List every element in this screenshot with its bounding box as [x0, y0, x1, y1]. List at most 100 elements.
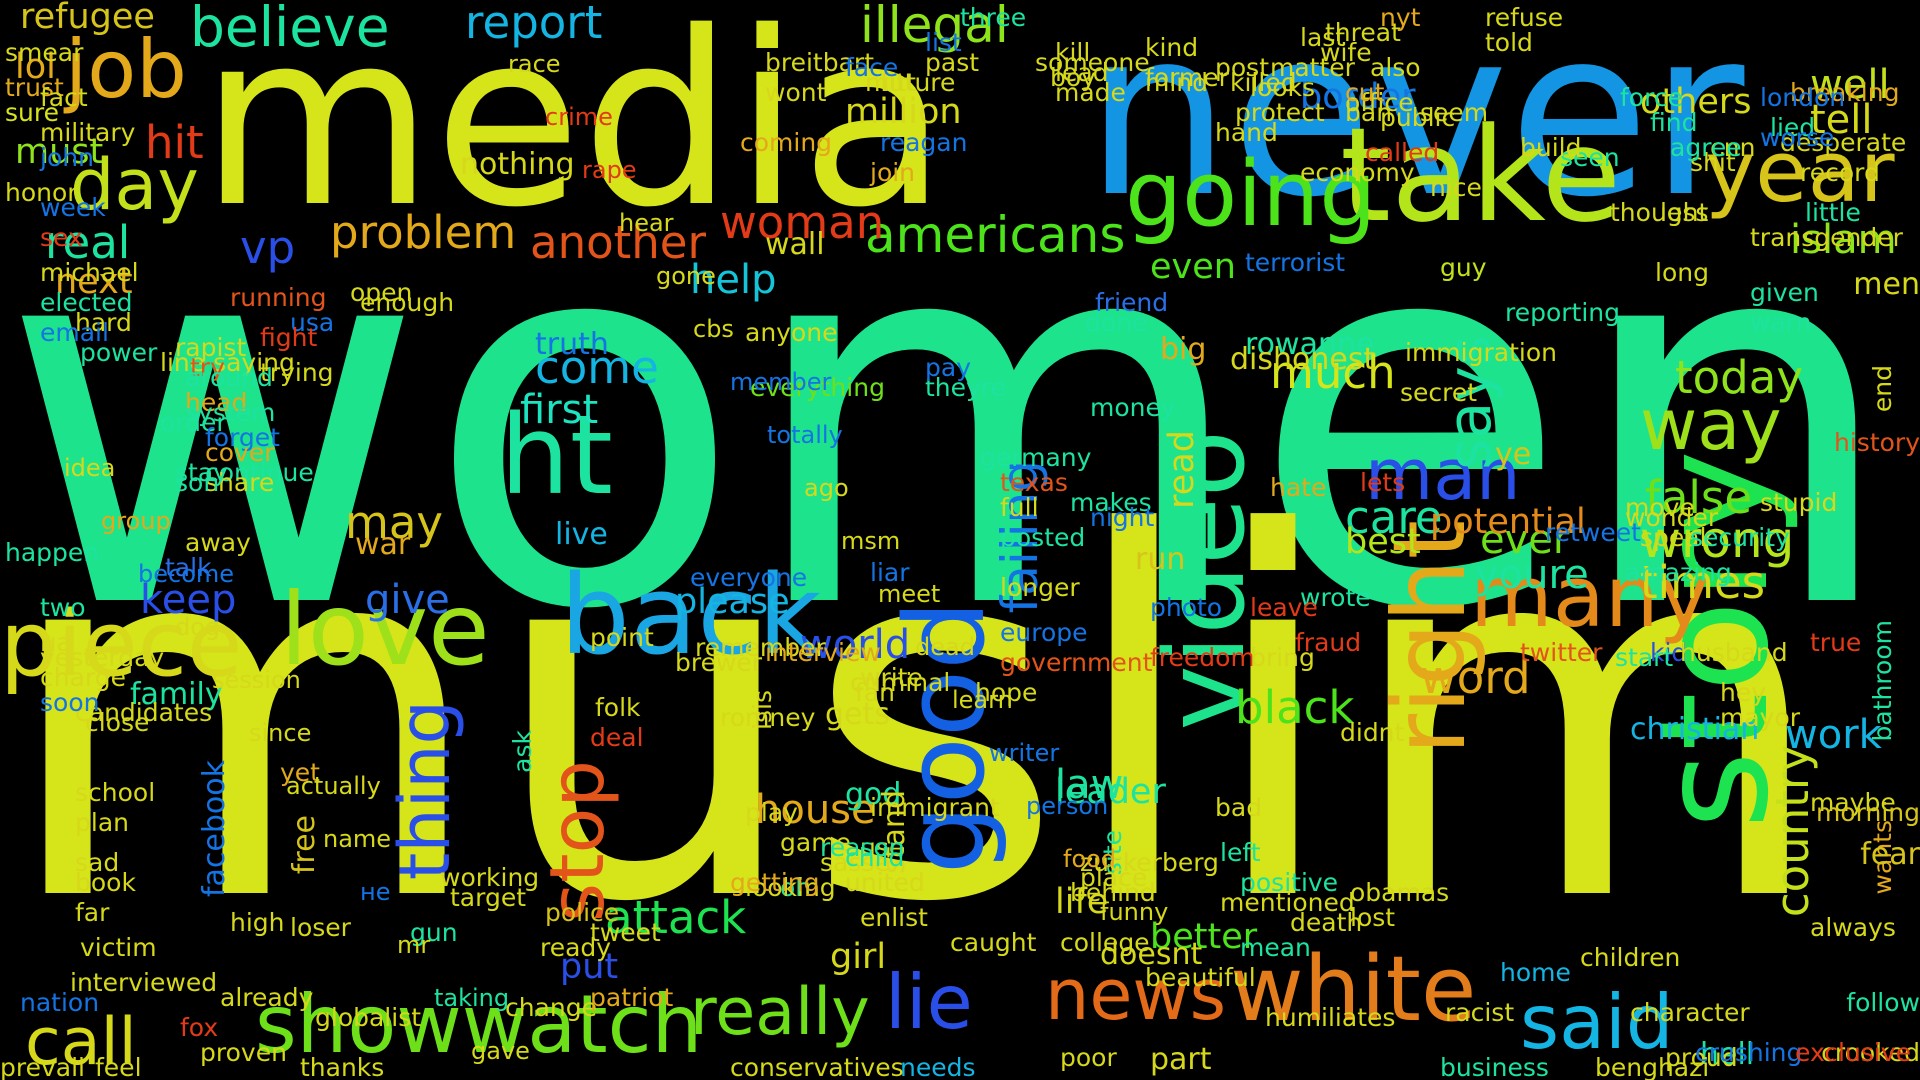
word-stupid: stupid: [1760, 488, 1838, 517]
word-nyt: nyt: [1380, 3, 1421, 32]
word-writer: writer: [989, 739, 1060, 767]
word-benghazi: benghazi: [1595, 1053, 1710, 1080]
word-transgender: transgender: [1750, 223, 1903, 252]
word-head: head: [185, 388, 248, 417]
word-kill: kill: [1055, 38, 1091, 67]
word-share: share: [205, 468, 275, 497]
word-please: please: [675, 582, 790, 622]
word-facebook: facebook: [197, 760, 232, 898]
word-gave: gave: [471, 1037, 530, 1065]
word-also: also: [1370, 53, 1421, 82]
word-call: call: [25, 1005, 137, 1080]
word-military: military: [40, 118, 136, 147]
word-move: move: [1625, 493, 1695, 522]
word-ban: ban: [1345, 98, 1393, 127]
word-ago: ago: [804, 474, 849, 502]
word-continue: continue: [205, 458, 314, 487]
word-yesterday: yesterday: [40, 643, 165, 672]
word-life: life: [1055, 882, 1109, 922]
word-million: million: [845, 92, 962, 132]
word-tell: tell: [1810, 97, 1873, 143]
word-security: security: [1690, 523, 1790, 552]
word-list: list: [925, 28, 962, 57]
word-gone: gone: [656, 262, 716, 290]
word-three: three: [960, 3, 1027, 32]
word-muslim: muslim: [0, 429, 1830, 1011]
word-enlist: enlist: [860, 903, 928, 932]
word-behind: behind: [1070, 878, 1156, 907]
word-government: government: [1000, 648, 1153, 677]
word-write: write: [860, 663, 923, 692]
word-away: away: [185, 528, 251, 557]
word-reason: reason: [820, 833, 905, 862]
word-crushing: crushing: [1695, 1038, 1803, 1067]
word-much: much: [1270, 346, 1396, 399]
word-find: find: [1650, 108, 1698, 137]
word-try: try: [190, 353, 225, 382]
word-hand: hand: [1215, 118, 1278, 147]
word-person: person: [1026, 792, 1109, 820]
word-called: called: [1365, 138, 1440, 167]
word-help: help: [690, 257, 777, 303]
word-immigrant: immigrant: [870, 793, 1000, 822]
word-office: office: [1345, 88, 1414, 117]
word-hey: hey: [1720, 678, 1767, 707]
word-illegal: illegal: [860, 0, 1009, 54]
word-must: must: [15, 132, 104, 172]
word-john: john: [40, 143, 94, 172]
word-talk: talk: [165, 553, 212, 582]
word-elected: elected: [40, 288, 133, 317]
word-shit: shit: [1690, 148, 1736, 177]
word-police: police: [545, 898, 620, 927]
word-way: way: [1640, 384, 1782, 466]
word-house: house: [755, 787, 876, 833]
word-less: less: [1660, 198, 1709, 227]
word-someone: someone: [1035, 48, 1150, 77]
word-food: food: [1063, 845, 1117, 873]
word-attack: attack: [605, 891, 747, 944]
word-bathroom: bathroom: [1868, 620, 1897, 742]
word-lied: lied: [1770, 113, 1816, 142]
word-posted: posted: [1000, 523, 1086, 552]
word-на: на: [40, 628, 72, 657]
word-threat: threat: [1325, 18, 1401, 47]
word-news: news: [1045, 954, 1227, 1036]
word-problem: problem: [330, 206, 517, 259]
word-fraud: fraud: [1295, 628, 1362, 657]
word-run: run: [1135, 542, 1186, 577]
word-book: book: [75, 868, 136, 897]
word-even: even: [1150, 247, 1236, 287]
word-guy: guy: [1440, 253, 1487, 282]
word-high: high: [230, 908, 285, 937]
word-potential: potential: [1430, 502, 1586, 542]
word-follow: follow: [1846, 988, 1920, 1017]
word-enough: enough: [360, 288, 455, 317]
word-americans: americans: [865, 206, 1126, 264]
word-zuckerberg: zuckerberg: [1080, 848, 1219, 877]
word-proven: proven: [200, 1038, 287, 1067]
word-oh: oh: [780, 873, 812, 902]
word-crime: crime: [545, 103, 613, 131]
word-use: use: [860, 833, 905, 862]
word-history: history: [1834, 428, 1920, 457]
word-wife: wife: [1320, 38, 1372, 67]
word-looks: looks: [1250, 73, 1316, 102]
word-maybe: maybe: [1810, 788, 1896, 817]
word-public: public: [1380, 103, 1456, 132]
word-man: man: [1365, 434, 1521, 516]
word-hope: hope: [975, 678, 1038, 707]
word-refuse: refuse: [1485, 3, 1564, 32]
word-gun: gun: [410, 918, 458, 947]
word-record: record: [1800, 158, 1880, 187]
word-become: become: [138, 560, 235, 588]
word-last: last: [1300, 23, 1346, 52]
word-economy: economy: [1300, 158, 1415, 187]
word-deal: deal: [590, 723, 644, 752]
word-soon: soon: [40, 688, 100, 717]
word-family: family: [130, 677, 223, 712]
word-law: law: [1055, 762, 1124, 808]
word-longer: longer: [1000, 573, 1080, 602]
word-future: future: [880, 68, 956, 97]
word-funny: funny: [1100, 898, 1169, 926]
